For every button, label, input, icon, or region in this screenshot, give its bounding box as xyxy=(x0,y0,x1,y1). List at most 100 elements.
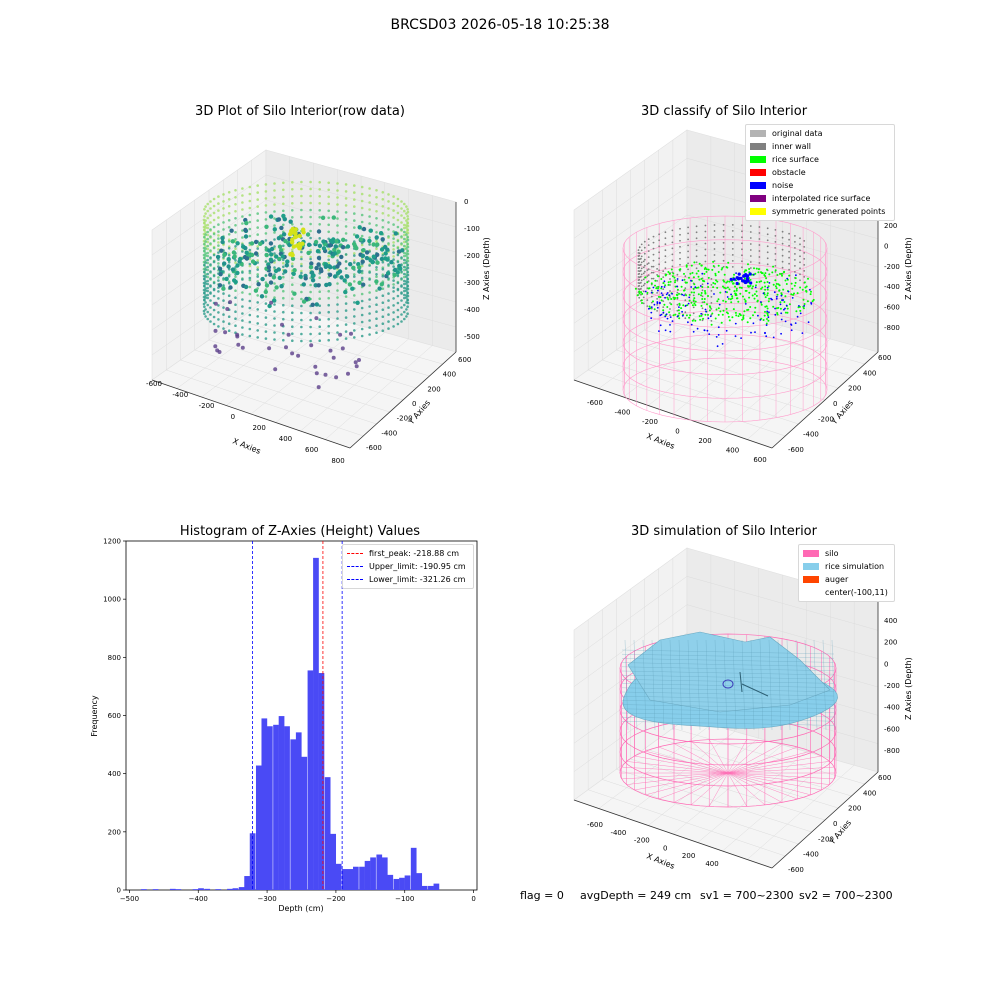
raw-point xyxy=(206,240,209,244)
raw-point xyxy=(353,219,356,222)
y-axis-line xyxy=(771,351,879,449)
raw-point xyxy=(268,214,274,219)
raw-point xyxy=(204,259,207,262)
raw-point xyxy=(264,239,268,242)
raw-point xyxy=(222,261,227,266)
raw-point xyxy=(300,215,303,219)
raw-point xyxy=(206,317,209,321)
raw-point xyxy=(335,271,341,276)
inner-wall-point xyxy=(687,244,689,247)
raw-point xyxy=(375,273,378,276)
raw-point xyxy=(241,298,244,301)
inner-wall-point xyxy=(701,301,704,304)
raw-point xyxy=(403,279,406,283)
raw-point xyxy=(217,248,220,251)
raw-point xyxy=(318,297,322,301)
raw-point xyxy=(279,225,284,231)
raw-point xyxy=(403,254,406,258)
raw-point xyxy=(392,244,395,247)
raw-point xyxy=(341,237,346,242)
raw-point xyxy=(318,304,322,308)
raw-point xyxy=(273,261,276,264)
raw-point xyxy=(344,183,348,186)
raw-point xyxy=(291,209,294,212)
raw-point xyxy=(336,317,339,320)
raw-point xyxy=(256,308,260,311)
raw-point xyxy=(387,221,390,224)
inner-wall-point xyxy=(669,278,671,280)
raw-point xyxy=(345,274,350,279)
raw-point xyxy=(217,325,220,328)
raw-point xyxy=(234,296,237,300)
inner-wall-point xyxy=(638,270,641,273)
raw-point xyxy=(248,320,252,324)
raw-point xyxy=(381,261,385,264)
inner-wall-point xyxy=(643,252,646,255)
raw-point xyxy=(344,225,348,228)
raw-point xyxy=(309,325,312,329)
raw-point xyxy=(227,282,231,285)
raw-point xyxy=(300,255,303,259)
inner-wall-point xyxy=(662,270,665,272)
raw-point xyxy=(256,275,260,278)
inner-wall-point xyxy=(781,230,784,233)
raw-point xyxy=(206,293,209,297)
raw-point xyxy=(264,316,268,319)
raw-point xyxy=(234,217,237,220)
raw-point xyxy=(387,284,390,287)
raw-point xyxy=(222,292,225,295)
raw-point xyxy=(227,315,231,319)
raw-point xyxy=(344,337,348,340)
raw-point xyxy=(204,315,207,318)
inner-wall-point xyxy=(774,235,777,237)
raw-point xyxy=(300,194,303,198)
raw-point xyxy=(222,327,225,330)
inner-wall-point xyxy=(638,258,641,261)
raw-point xyxy=(206,247,209,251)
raw-point xyxy=(375,296,378,300)
raw-point xyxy=(282,338,285,342)
inner-wall-point xyxy=(799,255,801,258)
raw-point xyxy=(234,196,237,199)
raw-point xyxy=(381,275,385,278)
raw-point xyxy=(264,302,268,305)
raw-point xyxy=(273,231,276,234)
raw-point xyxy=(259,294,265,299)
inner-wall-point xyxy=(774,247,777,249)
raw-point xyxy=(344,302,348,305)
raw-point xyxy=(403,275,406,279)
raw-point xyxy=(400,256,403,259)
raw-point xyxy=(206,303,209,307)
raw-point xyxy=(291,188,294,191)
inner-wall-point xyxy=(794,253,796,255)
inner-wall-point xyxy=(662,276,665,278)
raw-point xyxy=(248,299,252,303)
inner-wall-point xyxy=(647,244,650,247)
raw-point xyxy=(227,261,231,264)
inner-wall-point xyxy=(692,294,695,297)
raw-point xyxy=(375,224,378,227)
raw-point xyxy=(314,316,319,321)
raw-point xyxy=(309,339,312,343)
raw-point xyxy=(368,291,371,294)
raw-point xyxy=(300,257,303,261)
raw-point xyxy=(387,327,390,330)
raw-point xyxy=(375,331,378,335)
raw-point xyxy=(316,385,321,390)
raw-point xyxy=(310,302,315,307)
raw-point xyxy=(282,181,285,185)
raw-point xyxy=(336,203,339,206)
raw-point xyxy=(340,245,346,250)
raw-point xyxy=(405,296,408,299)
inner-wall-point xyxy=(687,238,689,241)
raw-point xyxy=(310,278,316,283)
raw-point xyxy=(206,237,209,241)
raw-point xyxy=(338,332,343,337)
inner-wall-point xyxy=(664,237,667,240)
raw-point xyxy=(256,198,260,201)
raw-point xyxy=(217,304,220,307)
inner-wall-point xyxy=(741,236,743,239)
raw-point xyxy=(234,275,237,279)
raw-point xyxy=(343,289,348,295)
raw-point xyxy=(353,205,356,208)
